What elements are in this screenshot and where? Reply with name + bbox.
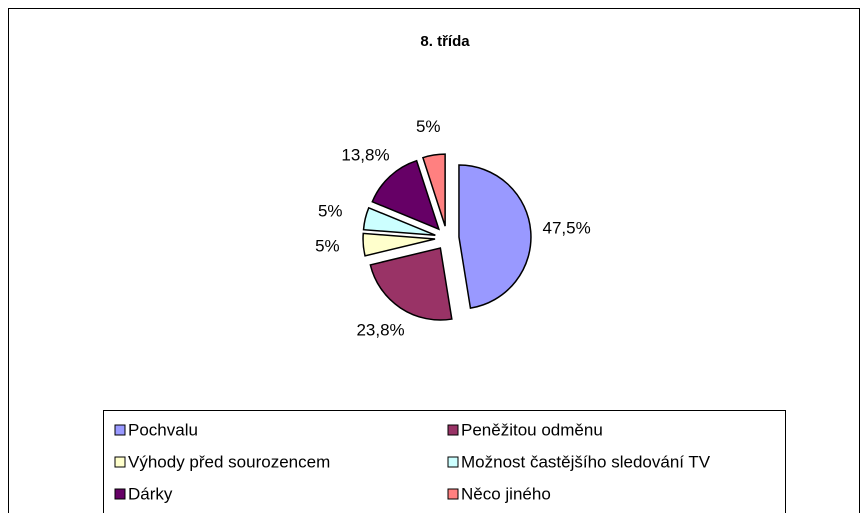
legend-marker bbox=[114, 456, 126, 468]
legend-marker bbox=[447, 424, 459, 436]
legend-marker bbox=[114, 424, 126, 436]
legend-label: Dárky bbox=[128, 484, 173, 503]
legend-marker bbox=[447, 488, 459, 500]
legend-marker bbox=[447, 456, 459, 468]
data-label: 5% bbox=[315, 236, 340, 255]
legend-label: Peněžitou odměnu bbox=[461, 420, 603, 439]
legend-box bbox=[103, 410, 786, 513]
data-label: 13,8% bbox=[341, 145, 389, 164]
legend-label: Možnost častějšího sledování TV bbox=[461, 452, 711, 471]
pie-slice bbox=[421, 153, 446, 227]
legend-marker bbox=[114, 488, 126, 500]
legend-label: Výhody před sourozencem bbox=[128, 452, 330, 471]
data-label: 5% bbox=[318, 202, 343, 221]
pie-slice bbox=[362, 206, 436, 236]
data-label: 23,8% bbox=[356, 321, 404, 340]
pie-slice bbox=[362, 232, 436, 257]
legend-label: Něco jiného bbox=[461, 484, 551, 503]
pie-slice bbox=[458, 164, 532, 309]
legend-label: Pochvalu bbox=[128, 420, 198, 439]
data-label: 47,5% bbox=[543, 219, 591, 238]
pie-slice bbox=[371, 159, 441, 231]
chart-title: 8. třída bbox=[420, 33, 470, 50]
pie-slice bbox=[369, 247, 453, 321]
data-label: 5% bbox=[416, 117, 441, 136]
